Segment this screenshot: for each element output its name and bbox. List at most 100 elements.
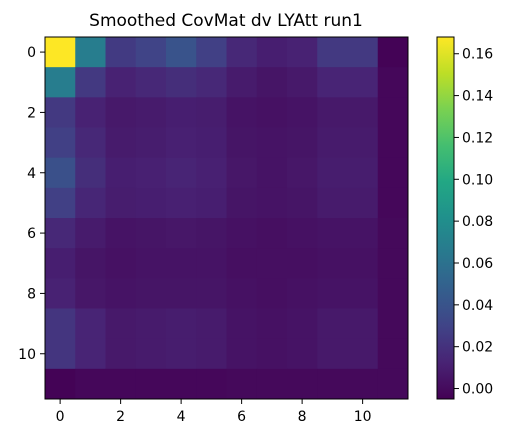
heatmap-cell <box>196 127 227 159</box>
x-tick-label: 4 <box>177 409 186 425</box>
heatmap-cell <box>196 338 227 370</box>
heatmap-cell <box>226 187 258 219</box>
heatmap-cell <box>347 97 379 128</box>
heatmap-cell <box>45 248 76 279</box>
heatmap-cell <box>317 187 348 219</box>
heatmap-cell <box>166 157 197 189</box>
heatmap-cell <box>256 278 288 309</box>
heatmap-cell <box>75 127 106 159</box>
heatmap-cell <box>196 278 227 309</box>
heatmap-cell <box>166 218 197 249</box>
heatmap-cell <box>135 338 167 370</box>
heatmap-cell <box>287 308 318 340</box>
heatmap-cell <box>196 97 227 128</box>
heatmap-cell <box>347 248 379 279</box>
heatmap-cell <box>105 187 137 219</box>
heatmap-cell <box>75 308 106 340</box>
heatmap-cell <box>377 308 409 340</box>
heatmap-cell <box>196 218 227 249</box>
heatmap-cell <box>287 37 318 68</box>
colorbar-tick-label: 0.04 <box>462 298 493 314</box>
heatmap-cell <box>45 157 76 189</box>
heatmap-cell <box>45 338 76 370</box>
heatmap-cell <box>105 127 137 159</box>
heatmap-cell <box>105 308 137 340</box>
heatmap-cell <box>166 187 197 219</box>
heatmap-cell <box>256 37 288 68</box>
colorbar-axis: 0.00 0.02 0.04 0.06 0.08 0.10 0.12 0.14 0.16 <box>454 47 493 398</box>
heatmap-cell <box>135 248 167 279</box>
heatmap-cell <box>166 97 197 128</box>
heatmap-cell <box>287 157 318 189</box>
y-tick-label: 2 <box>27 105 36 121</box>
heatmap-cell <box>196 157 227 189</box>
heatmap-cell <box>75 278 106 309</box>
heatmap-cell <box>226 308 258 340</box>
heatmap-cell <box>377 338 409 370</box>
heatmap-cell <box>226 97 258 128</box>
heatmap-cell <box>166 127 197 159</box>
heatmap-cell <box>135 67 167 98</box>
heatmap-cell <box>256 308 288 340</box>
heatmap-cell <box>226 37 258 68</box>
heatmap-cell <box>226 127 258 159</box>
heatmap-cell <box>45 187 76 219</box>
heatmap-cell <box>75 187 106 219</box>
heatmap-cell <box>105 368 137 400</box>
heatmap-cell <box>135 157 167 189</box>
heatmap-cell <box>287 338 318 370</box>
heatmap-cell <box>45 67 76 98</box>
heatmap-cell <box>226 368 258 400</box>
heatmap-cell <box>45 97 76 128</box>
heatmap-cell <box>196 308 227 340</box>
heatmap-cell <box>317 338 348 370</box>
heatmap-cell <box>377 278 409 309</box>
heatmap-cell <box>105 67 137 98</box>
heatmap-cell <box>166 248 197 279</box>
heatmap-cell <box>256 187 288 219</box>
heatmap-cell <box>377 97 409 128</box>
heatmap-cell <box>256 338 288 370</box>
heatmap-cell <box>105 338 137 370</box>
heatmap-cell <box>377 67 409 98</box>
heatmap-cell <box>135 187 167 219</box>
heatmap-cell <box>226 338 258 370</box>
heatmap-cell <box>347 308 379 340</box>
heatmap-cell <box>45 37 76 68</box>
heatmap-cell <box>347 218 379 249</box>
heatmap-cell <box>75 157 106 189</box>
heatmap-cell <box>377 187 409 219</box>
heatmap-cell <box>105 248 137 279</box>
colorbar-tick-label: 0.14 <box>462 89 493 105</box>
heatmap-cell <box>377 37 409 68</box>
heatmap-cell <box>135 218 167 249</box>
heatmap-cell <box>45 127 76 159</box>
y-axis: 0 2 4 6 8 10 <box>18 45 45 363</box>
heatmap-cell <box>226 278 258 309</box>
y-tick-label: 8 <box>27 286 36 302</box>
heatmap-cell <box>166 338 197 370</box>
heatmap-cell <box>287 248 318 279</box>
heatmap-cell <box>75 338 106 370</box>
heatmap-cell <box>317 218 348 249</box>
heatmap-cell <box>317 97 348 128</box>
heatmap-cell <box>347 338 379 370</box>
heatmap-cell <box>196 248 227 279</box>
heatmap-cell <box>317 157 348 189</box>
heatmap-cell <box>75 67 106 98</box>
heatmap-cell <box>226 157 258 189</box>
heatmap-cell <box>226 218 258 249</box>
heatmap-cell <box>166 308 197 340</box>
heatmap-cell <box>135 97 167 128</box>
heatmap-cell <box>256 67 288 98</box>
heatmap-cell <box>45 218 76 249</box>
heatmap-cell <box>135 368 167 400</box>
x-axis: 0 2 4 6 8 10 <box>56 399 372 425</box>
heatmap-cell <box>317 248 348 279</box>
colorbar-tick-label: 0.06 <box>462 256 493 272</box>
heatmap-cell <box>347 67 379 98</box>
heatmap-cell <box>105 37 137 68</box>
heatmap-cell <box>45 278 76 309</box>
heatmap-cell <box>287 187 318 219</box>
